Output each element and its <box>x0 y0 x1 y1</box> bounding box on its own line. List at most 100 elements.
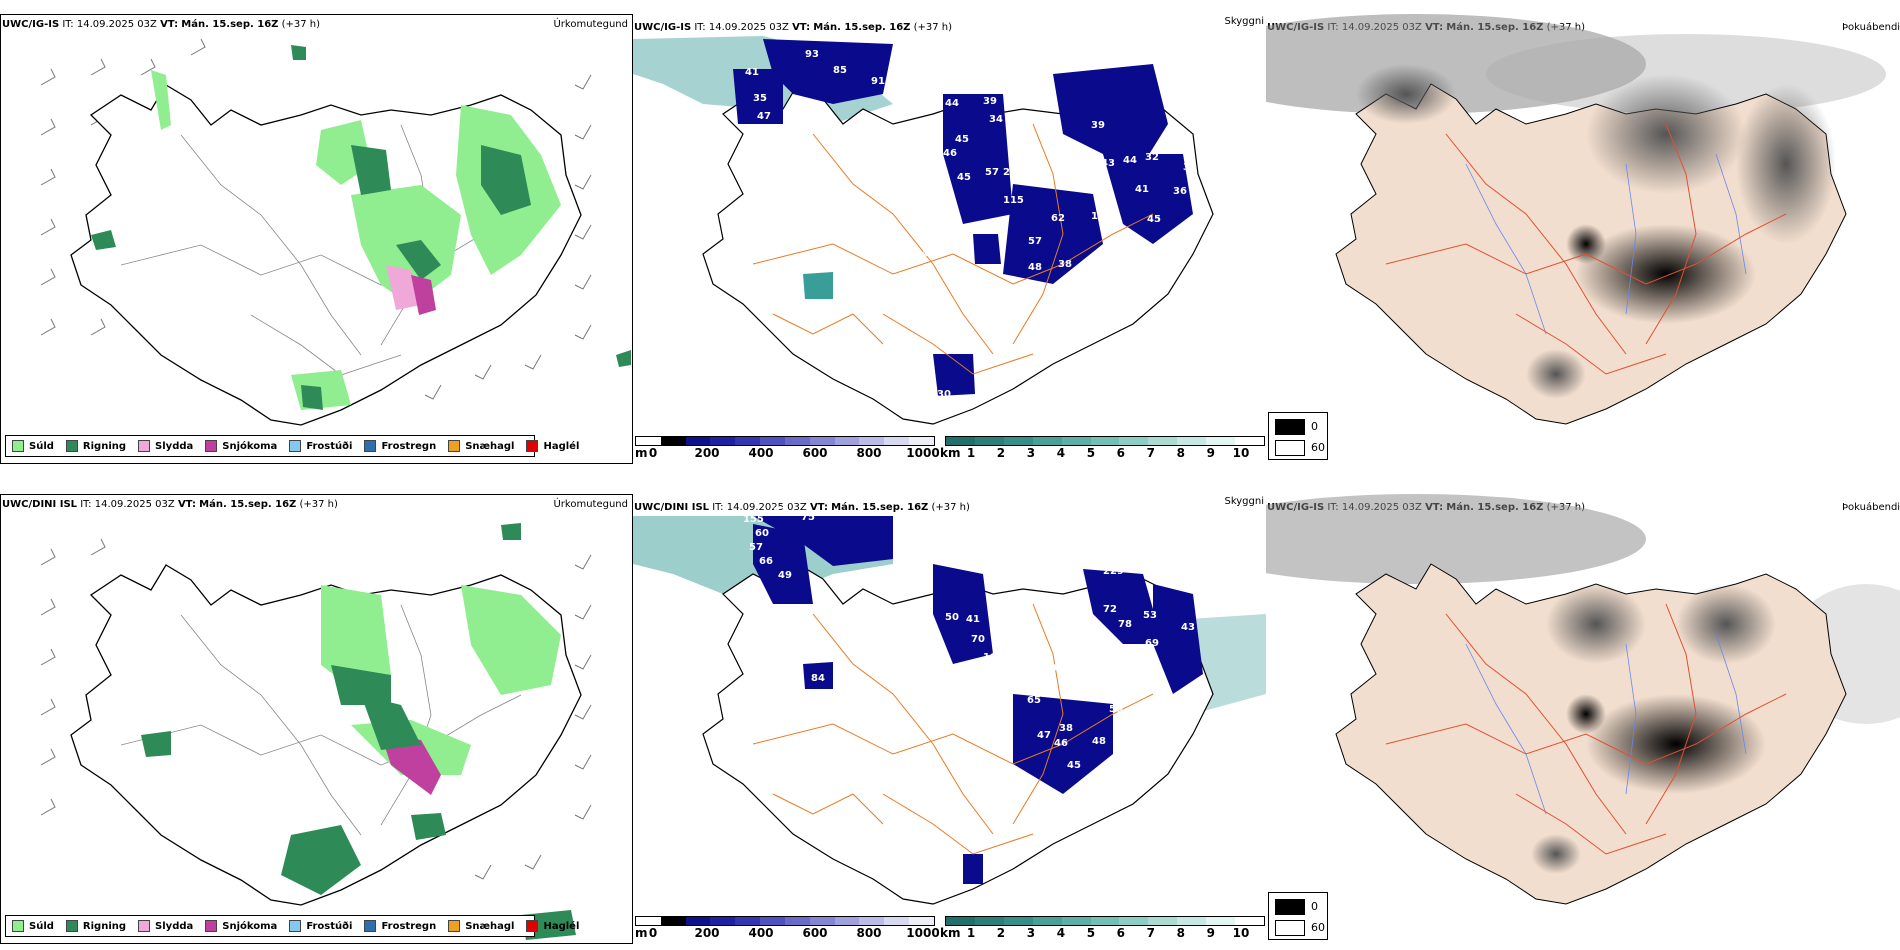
roads <box>752 123 1154 375</box>
precip-type-panel-bottom: UWC/DINI ISL IT: 14.09.2025 03Z VT: Mán.… <box>0 494 633 944</box>
cloud-base-label: 56 <box>905 864 919 875</box>
cloud-base-label: 36 <box>1183 162 1197 173</box>
legend-haglel: Haglél <box>526 920 579 932</box>
fog-high-label: 0 <box>1311 900 1318 913</box>
panel-header: UWC/DINI ISL IT: 14.09.2025 03Z VT: Mán.… <box>2 499 338 510</box>
tick: 1 <box>966 926 976 940</box>
legend-haglel: Haglél <box>526 440 579 452</box>
cloudbase-map: 93 85 91 103 41 35 47 44 39 34 45 46 45 … <box>633 36 1214 425</box>
legend-frostregn: Frostregn <box>364 440 436 452</box>
tick: 8 <box>1176 446 1185 460</box>
tick: 10 <box>1232 446 1250 460</box>
tick: 7 <box>1146 446 1155 460</box>
precip-type-title: Úrkomutegund <box>553 19 628 30</box>
visibility-colorbar: km 1 2 3 4 5 6 7 8 9 10 <box>940 436 1265 462</box>
fog-map <box>1266 494 1900 944</box>
tick: 400 <box>748 446 774 460</box>
cloud-base-label: 38 <box>1059 723 1073 734</box>
precip-type-title: Úrkomutegund <box>553 499 628 510</box>
cloud-base-label: 44 <box>915 248 929 259</box>
cloud-base-label: 91 <box>871 76 885 87</box>
tick: 800 <box>856 446 882 460</box>
cloud-base-label: 100 <box>983 652 1004 663</box>
cloud-base-colorbar: m 0 200 400 600 800 1000 <box>635 916 940 942</box>
cloud-base-label: 78 <box>1118 619 1132 630</box>
tick: 8 <box>1176 926 1185 940</box>
precip-areas <box>91 45 631 410</box>
precip-legend: Súld Rigning Slydda Snjókoma Frostúði Fr… <box>5 915 579 937</box>
precip-type-panel-top: UWC/IG-IS IT: 14.09.2025 03Z VT: Mán. 15… <box>0 14 633 464</box>
cloud-base-label: 81 <box>773 506 787 517</box>
cloud-base-label: 53 <box>1143 610 1157 621</box>
tick: 6 <box>1116 446 1126 460</box>
fog-high-label: 0 <box>1311 420 1318 433</box>
tick: 5 <box>1086 446 1096 460</box>
fog-low-label: 60 <box>1311 921 1325 934</box>
tick: 3 <box>1026 446 1036 460</box>
cloud-base-values: 93 85 91 103 41 35 47 44 39 34 45 46 45 … <box>745 49 1197 400</box>
cloud-base-label: 38 <box>1103 262 1117 273</box>
cloud-base-label: 50 <box>945 612 959 623</box>
cloud-base-label: 43 <box>1181 622 1195 633</box>
cloud-base-label: 50 <box>1119 730 1133 741</box>
panel-header: UWC/IG-IS IT: 14.09.2025 03Z VT: Mán. 15… <box>2 19 321 30</box>
cloud-base-label: 45 <box>955 134 969 145</box>
cloud-base-label: 32 <box>1145 152 1159 163</box>
legend-snaehagl: Snæhagl <box>448 440 514 452</box>
tick: 400 <box>748 926 774 940</box>
cloud-base-label: 102 <box>1091 211 1112 222</box>
tick: 800 <box>856 926 882 940</box>
cloudbase-visibility-panel-top: UWC/IG-IS IT: 14.09.2025 03Z VT: Mán. 15… <box>633 14 1266 464</box>
roads <box>1385 123 1787 375</box>
tick: 1 <box>966 446 976 460</box>
legend-suld: Súld <box>12 920 54 932</box>
cloud-base-label: 60 <box>755 528 769 539</box>
cloud-base-label: 47 <box>1037 730 1051 741</box>
precip-legend: Súld Rigning Slydda Snjókoma Frostúði Fr… <box>5 435 579 457</box>
fog-low-label: 60 <box>1311 441 1325 454</box>
iceland-coastline <box>70 84 582 426</box>
tick: 2 <box>996 446 1006 460</box>
cloud-base-label: 229 <box>1103 566 1124 577</box>
visibility-unit: km <box>940 926 961 940</box>
legend-frostregn: Frostregn <box>364 920 436 932</box>
cloudbase-visibility-panel-bottom: UWC/DINI ISL IT: 14.09.2025 03Z VT: Mán.… <box>633 494 1266 944</box>
roads <box>120 604 522 836</box>
tick: 600 <box>802 926 828 940</box>
tick: 1000 <box>906 446 940 460</box>
tick: 9 <box>1206 926 1215 940</box>
tick: 4 <box>1056 446 1066 460</box>
cloud-base-unit: m <box>635 446 648 460</box>
cloud-base-label: 65 <box>1027 695 1041 706</box>
cloud-base-label: 34 <box>989 114 1003 125</box>
visibility-title: Skyggni <box>1224 496 1264 507</box>
legend-rigning: Rigning <box>65 440 126 452</box>
fog-title: Þokuábendi <box>1842 502 1900 513</box>
cloud-base-label: 69 <box>1145 638 1159 649</box>
cloud-base-label: 41 <box>745 67 759 78</box>
tick: 9 <box>1206 446 1215 460</box>
panel-header: UWC/IG-IS IT: 14.09.2025 03Z VT: Mán. 15… <box>634 22 953 33</box>
tick: 1000 <box>906 926 940 940</box>
cloud-base-label: 39 <box>1091 120 1105 131</box>
cloud-base-label: 47 <box>757 111 771 122</box>
wind-barbs <box>40 538 592 880</box>
cloud-base-label: 62 <box>1051 213 1065 224</box>
rivers <box>1465 153 1747 335</box>
rivers <box>1465 633 1747 815</box>
cloud-base-label: 35 <box>753 93 767 104</box>
cloud-base-label: 41 <box>1111 238 1125 249</box>
legend-slydda: Slydda <box>138 920 193 932</box>
tick: 2 <box>996 926 1006 940</box>
cloud-base-label: 43 <box>1101 158 1115 169</box>
tick: 7 <box>1146 926 1155 940</box>
legend-snaehagl: Snæhagl <box>448 920 514 932</box>
cloud-base-label: 46 <box>943 148 957 159</box>
cloud-base-label: 200 <box>1003 167 1024 178</box>
cloud-base-label: 45 <box>957 172 971 183</box>
tick: 4 <box>1056 926 1066 940</box>
cloud-base-colorbar: m 0 200 400 600 800 1000 <box>635 436 940 462</box>
precip-areas <box>141 523 576 940</box>
cloud-base-label: 45 <box>1067 760 1081 771</box>
cloud-base-label: 38 <box>1058 259 1072 270</box>
